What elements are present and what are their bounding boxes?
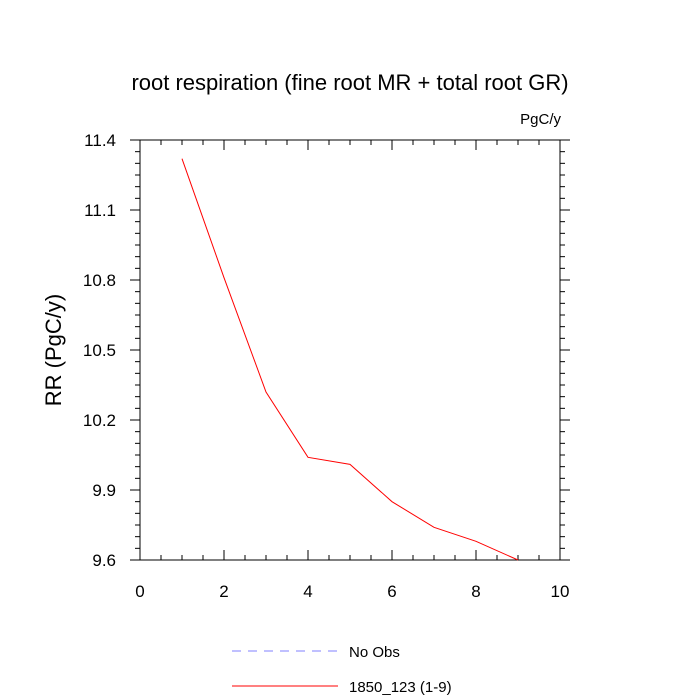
legend-label-1850-123: 1850_123 (1-9) (349, 679, 452, 696)
y-tick-label: 10.2 (83, 411, 116, 430)
legend: No Obs 1850_123 (1-9) (232, 644, 452, 696)
axis-ticks (130, 139, 570, 561)
series-layer (181, 158, 519, 561)
y-tick-label: 11.1 (84, 201, 116, 220)
y-tick-label: 9.6 (92, 551, 116, 570)
x-tick-label: 4 (303, 582, 312, 601)
tick-labels: 0 2 4 6 8 10 9.6 9.9 10.2 10.5 10.8 11.1 11.4 (83, 131, 570, 601)
units-label: PgC/y (520, 111, 561, 128)
y-tick-label: 10.5 (83, 341, 116, 360)
y-tick-label: 10.8 (83, 271, 116, 290)
y-axis-label: RR (PgC/y) (41, 294, 66, 406)
x-tick-label: 10 (551, 582, 570, 601)
x-tick-label: 0 (135, 582, 144, 601)
chart-title: root respiration (fine root MR + total r… (131, 70, 568, 95)
y-tick-label: 9.9 (92, 481, 116, 500)
x-tick-label: 6 (387, 582, 396, 601)
x-tick-label: 2 (219, 582, 228, 601)
y-tick-label: 11.4 (84, 131, 116, 150)
series-line-1850-123-1-9- (181, 158, 519, 561)
legend-label-no-obs: No Obs (349, 644, 400, 661)
plot-frame (139, 139, 561, 561)
x-tick-label: 8 (471, 582, 480, 601)
